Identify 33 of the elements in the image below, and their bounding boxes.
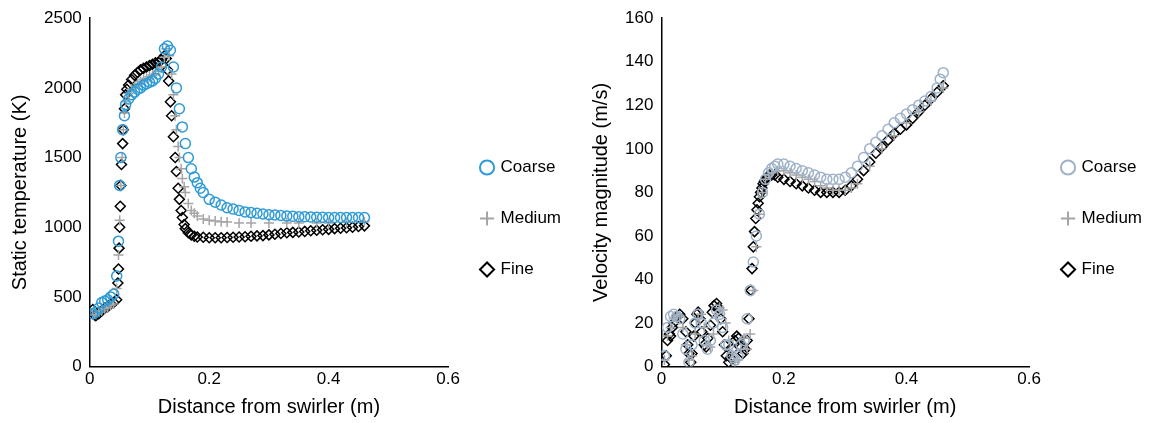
x-tick-label: 0.6 xyxy=(436,369,460,389)
x-axis-title: Distance from swirler (m) xyxy=(157,394,381,417)
legend-label: Fine xyxy=(1081,259,1115,279)
y-tick-label: 100 xyxy=(624,138,654,158)
legend-label: Medium xyxy=(1081,208,1143,228)
y-tick-label: 20 xyxy=(634,312,654,332)
legend-label: Coarse xyxy=(500,157,556,177)
y-tick-label: 0 xyxy=(643,356,654,376)
legend-label: Coarse xyxy=(1081,157,1137,177)
x-axis-title: Distance from swirler (m) xyxy=(734,394,957,417)
x-tick-label: 0.2 xyxy=(197,369,222,389)
y-tick-label: 0 xyxy=(72,356,82,376)
x-tick-label: 0.2 xyxy=(772,369,796,389)
y-tick-label: 140 xyxy=(624,51,654,71)
x-tick-label: 0 xyxy=(85,369,95,389)
y-axis-title: Static temperature (K) xyxy=(7,94,30,291)
y-tick-label: 160 xyxy=(624,7,654,27)
legend-label: Medium xyxy=(500,208,562,228)
y-tick-label: 500 xyxy=(53,286,82,306)
x-tick-label: 0.4 xyxy=(316,369,341,389)
y-tick-label: 2000 xyxy=(43,77,82,97)
y-tick-label: 1000 xyxy=(43,216,82,236)
x-tick-label: 0.6 xyxy=(1017,369,1041,389)
y-tick-label: 1500 xyxy=(43,147,82,167)
y-tick-label: 120 xyxy=(624,94,654,114)
x-tick-label: 0.4 xyxy=(894,369,919,389)
y-tick-label: 2500 xyxy=(43,7,82,27)
legend-label: Fine xyxy=(500,259,534,279)
y-tick-label: 40 xyxy=(634,269,654,289)
y-axis-title: Velocity magnitude (m/s) xyxy=(588,82,611,302)
y-tick-label: 80 xyxy=(634,182,654,202)
y-tick-label: 60 xyxy=(634,225,654,245)
x-tick-label: 0 xyxy=(656,369,667,389)
